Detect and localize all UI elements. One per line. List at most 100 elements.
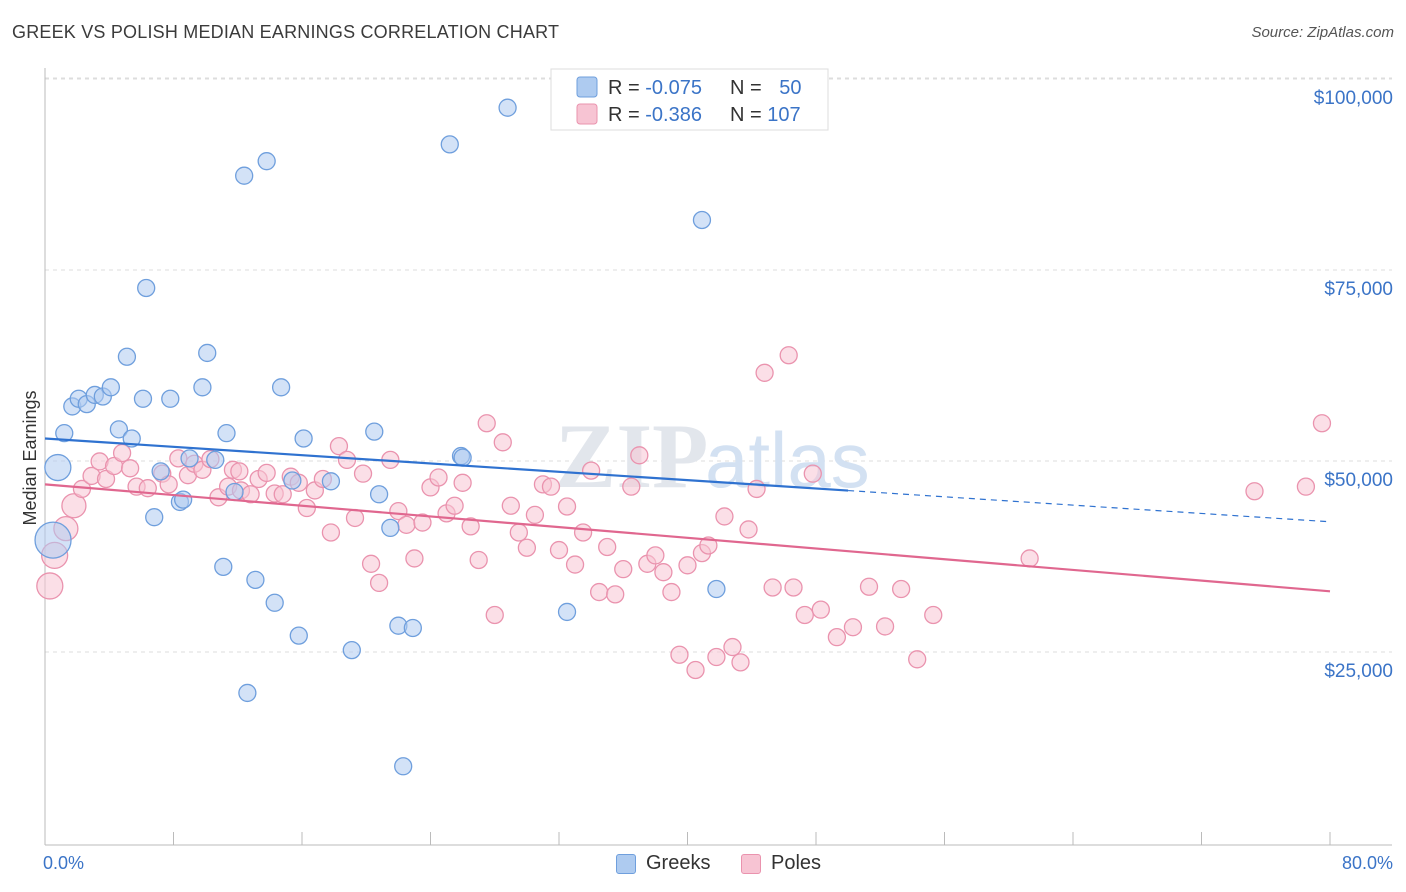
y-tick-label-1: $50,000 — [1324, 470, 1393, 491]
legend-swatch-greeks-bottom — [616, 853, 636, 874]
poles-point-67 — [590, 582, 609, 602]
greeks-point-22 — [206, 450, 225, 470]
greeks-point-19 — [180, 449, 199, 468]
poles-point-74 — [646, 546, 665, 565]
poles-point-104 — [1296, 477, 1316, 496]
poles-point-89 — [763, 578, 782, 597]
y-tick-label-3: $100,000 — [1314, 88, 1393, 109]
svg-text:R = -0.386: R = -0.386 — [608, 104, 702, 126]
poles-point-101 — [924, 605, 943, 625]
poles-point-88 — [755, 363, 774, 382]
greeks-points — [34, 98, 726, 776]
greeks-point-31 — [271, 378, 291, 397]
poles-point-83 — [715, 507, 734, 526]
poles-point-86 — [739, 520, 758, 539]
poles-point-79 — [686, 660, 705, 680]
legend-r-label-0: R = — [608, 77, 645, 99]
legend-item-poles: Poles — [741, 852, 821, 875]
poles-point-90 — [779, 346, 798, 365]
poles-point-78 — [678, 556, 697, 575]
poles-point-76 — [662, 582, 681, 602]
poles-point-44 — [405, 549, 424, 568]
greeks-point-43 — [440, 135, 459, 154]
greeks-point-9 — [109, 420, 129, 439]
greeks-point-49 — [453, 448, 472, 467]
poles-point-95 — [827, 627, 847, 647]
poles-point-42 — [389, 501, 408, 521]
poles-point-28 — [273, 485, 292, 504]
x-tick-label-min: 0.0% — [43, 853, 84, 873]
poles-point-82 — [707, 647, 726, 667]
greeks-point-33 — [283, 471, 302, 490]
poles-point-51 — [461, 517, 480, 536]
greeks-point-34 — [294, 429, 313, 448]
greeks-point-13 — [137, 278, 156, 298]
poles-point-91 — [784, 578, 803, 597]
greeks-point-45 — [498, 98, 517, 117]
grid-layer — [45, 77, 1392, 653]
greeks-point-8 — [101, 378, 121, 397]
tick-labels: $25,000 $50,000 $75,000 $100,000 0.0% 80.0% — [43, 88, 1393, 873]
poles-point-14 — [159, 475, 178, 494]
legend-n-value-0: 50 — [779, 77, 801, 99]
legend-bottom: Greeks Poles — [0, 852, 1406, 878]
greeks-point-36 — [342, 640, 361, 660]
poles-point-0 — [36, 572, 64, 600]
poles-point-54 — [485, 605, 504, 625]
y-axis-label: Median Earnings — [20, 390, 40, 525]
poles-point-61 — [541, 477, 561, 496]
legend-n-value-1: 107 — [767, 104, 800, 126]
greeks-point-10 — [117, 347, 137, 366]
greeks-point-48 — [707, 579, 726, 599]
greeks-point-20 — [193, 378, 212, 397]
poles-point-92 — [795, 605, 814, 625]
legend-n-label-0: N = — [730, 77, 767, 99]
poles-point-70 — [614, 560, 633, 579]
legend-swatch-poles-bottom — [741, 853, 761, 874]
poles-point-81 — [699, 536, 718, 555]
greeks-point-2 — [55, 424, 74, 443]
poles-point-52 — [469, 550, 488, 570]
legend-r-value-1: -0.386 — [645, 104, 702, 126]
greeks-point-25 — [225, 482, 244, 502]
poles-point-85 — [731, 653, 750, 672]
poles-point-103 — [1245, 482, 1264, 501]
greeks-point-38 — [369, 485, 389, 504]
poles-point-71 — [622, 477, 641, 496]
poles-point-31 — [297, 498, 316, 518]
axis-layer — [44, 68, 1392, 846]
poles-point-93 — [803, 464, 822, 483]
greeks-point-16 — [161, 389, 180, 408]
legend-top: R = -0.075 N = 50 R = -0.386 N = 107 — [550, 68, 829, 131]
greeks-point-47 — [692, 210, 712, 230]
greeks-point-42 — [403, 618, 422, 638]
greeks-point-1 — [44, 453, 72, 482]
poles-point-62 — [549, 540, 569, 560]
y-tick-label-2: $75,000 — [1324, 279, 1393, 300]
poles-point-75 — [654, 563, 673, 582]
poles-trend-line — [44, 483, 1331, 593]
poles-point-72 — [630, 446, 649, 465]
poles-point-98 — [875, 617, 895, 636]
poles-point-64 — [565, 555, 585, 574]
poles-point-10 — [120, 459, 140, 478]
greeks-point-26 — [235, 166, 254, 185]
poles-point-100 — [908, 650, 927, 669]
poles-point-57 — [509, 523, 528, 542]
chart-title: GREEK VS POLISH MEDIAN EARNINGS CORRELAT… — [12, 22, 560, 42]
x-tick-label-max: 80.0% — [1342, 853, 1393, 873]
poles-point-87 — [747, 479, 766, 499]
greeks-point-21 — [198, 343, 217, 363]
poles-point-84 — [723, 637, 742, 657]
greeks-trend-line — [44, 437, 849, 492]
greeks-point-0 — [34, 521, 72, 559]
poles-point-68 — [598, 537, 617, 557]
poles-point-63 — [557, 497, 577, 516]
poles-point-56 — [501, 496, 520, 515]
poles-point-34 — [321, 523, 341, 542]
poles-point-65 — [573, 523, 593, 542]
greeks-point-41 — [394, 757, 413, 776]
poles-point-58 — [517, 538, 537, 557]
poles-point-97 — [859, 577, 879, 596]
poles-points — [36, 346, 1332, 680]
